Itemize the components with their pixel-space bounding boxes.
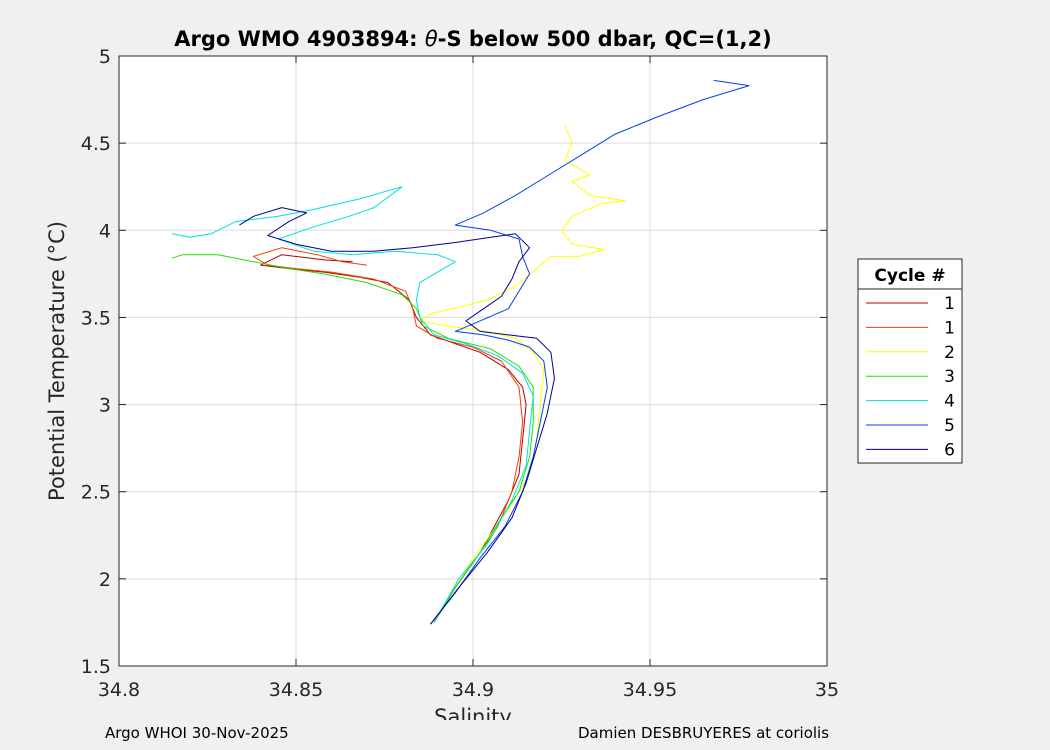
grid	[118, 55, 828, 667]
legend-label: 5	[944, 416, 955, 436]
x-tick-label: 34.8	[98, 679, 140, 701]
y-tick-label: 3.5	[81, 307, 111, 329]
footer-right: Damien DESBRUYERES at coriolis	[578, 724, 830, 742]
legend-label: 3	[944, 367, 955, 387]
chart-title: Argo WMO 4903894: θ-S below 500 dbar, QC…	[174, 27, 771, 51]
legend-label: 1	[944, 318, 955, 338]
y-tick-label: 3	[99, 395, 111, 417]
x-tick-label: 34.85	[269, 679, 323, 701]
x-tick-label: 35	[815, 679, 839, 701]
series-line-cycle-4-4	[172, 186, 534, 623]
title-prefix: Argo WMO 4903894:	[174, 27, 425, 51]
legend-label: 6	[944, 440, 955, 460]
series-line-cycle-5-5	[430, 79, 750, 625]
x-tick-label: 34.9	[452, 679, 494, 701]
y-tick-label: 2.5	[81, 482, 111, 504]
legend-entries: 1 1 2 3 4 5 6	[866, 294, 955, 460]
x-tick-label: 34.95	[623, 679, 677, 701]
legend-title: Cycle #	[874, 266, 945, 286]
series-lines	[171, 79, 750, 625]
y-tick-label: 4.5	[81, 133, 111, 155]
series-line-cycle-6-6	[239, 207, 555, 625]
y-axis-label: Potential Temperature (°C)	[45, 221, 69, 501]
axis-ticks: 34.8 34.85 34.9 34.95 35 1.5 2 2.5 3 3.5 4 4.5 5	[81, 46, 839, 701]
x-axis-label: Salinity	[434, 705, 512, 720]
legend-label: 2	[944, 343, 955, 363]
footer-left: Argo WHOI 30-Nov-2025	[105, 724, 289, 742]
title-suffix: -S below 500 dbar, QC=(1,2)	[438, 27, 772, 51]
title-theta-symbol: θ	[425, 27, 438, 51]
legend-title-box	[857, 258, 963, 290]
legend-label: 4	[944, 392, 955, 412]
legend-label: 1	[944, 294, 955, 314]
y-tick-label: 4	[99, 220, 111, 242]
y-tick-label: 2	[99, 569, 111, 591]
y-tick-label: 5	[99, 46, 111, 68]
theta-s-chart: 34.8 34.85 34.9 34.95 351.522.533.544.55 Arg…	[45, 27, 963, 729]
series-line-cycle-1-1	[253, 247, 524, 623]
series-line-cycle-1-0	[260, 254, 527, 623]
y-tick-label: 1.5	[81, 656, 111, 678]
legend: Cycle # 1 1 2 3 4 5 6	[857, 258, 963, 464]
series-line-cycle-2-2	[419, 125, 626, 623]
